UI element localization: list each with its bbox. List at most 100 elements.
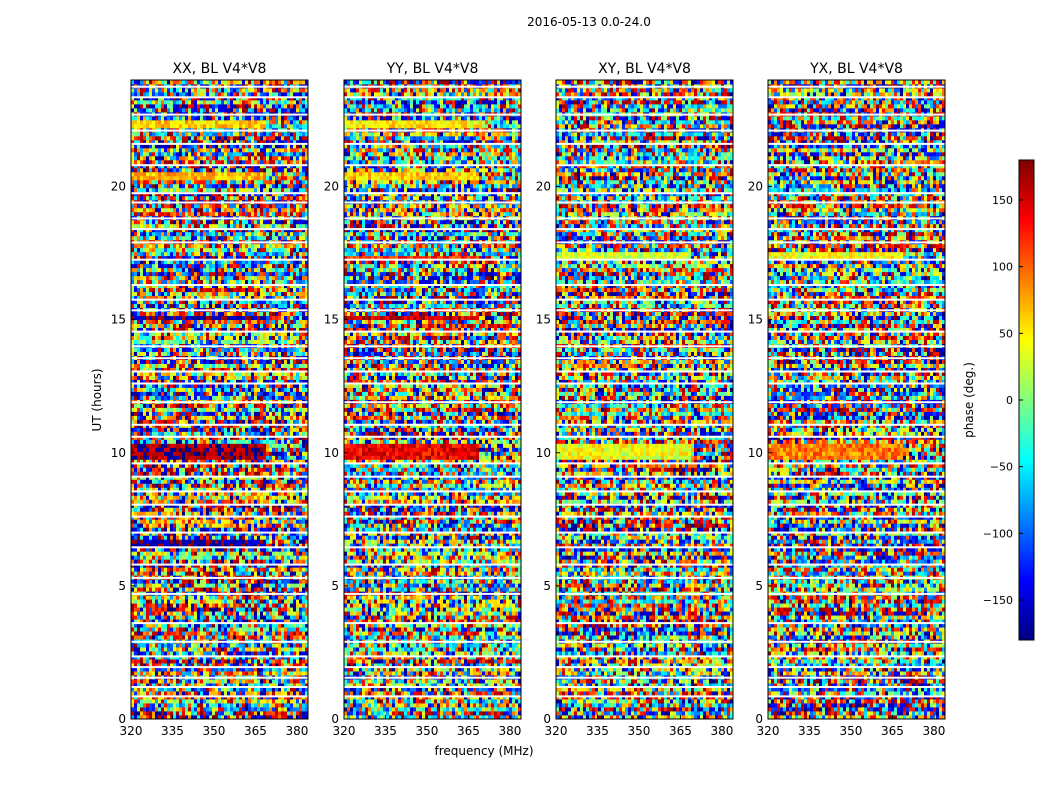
heatmap-cell [167,647,170,651]
heatmap-cell [200,691,203,695]
heatmap-cell [164,699,167,703]
panels: XX, BL V4*V8320 335 350 365 38005101520YY, B… [111,61,946,738]
heatmap-cell [158,703,161,707]
heatmap-cell [257,699,260,703]
heatmap-cell [287,671,290,675]
y-axis-label: UT (hours) [90,368,104,431]
heatmap-cell [299,643,302,647]
heatmap-cell [233,691,236,695]
heatmap-cell [182,671,185,675]
heatmap-cell [269,643,272,647]
heatmap-cell [161,711,164,715]
heatmap-cell [269,679,272,683]
heatmap-cell [293,679,296,683]
heatmap-cell [182,711,185,715]
heatmap-cell [188,703,191,707]
heatmap-cell [170,651,173,655]
heatmap-cell [251,691,254,695]
heatmap-cell [215,679,218,683]
heatmap-cell [218,671,221,675]
heatmap-cell [233,643,236,647]
heatmap-cell [179,659,182,663]
heatmap-cell [296,699,299,703]
heatmap-cell [149,659,152,663]
heatmap-cell [170,659,173,663]
heatmap-cell [260,711,263,715]
heatmap-cell [272,711,275,715]
heatmap-cell [185,691,188,695]
heatmap-cell [272,647,275,651]
heatmap-cell [179,699,182,703]
heatmap-cell [242,707,245,711]
heatmap-cell [197,643,200,647]
heatmap-cell [134,671,137,675]
heatmap-cell [230,647,233,651]
heatmap-cell [152,651,155,655]
heatmap-cell [182,691,185,695]
heatmap-cell [266,647,269,651]
heatmap-cell [164,703,167,707]
heatmap-cell [257,691,260,695]
heatmap-cell [221,699,224,703]
heatmap-cell [290,647,293,651]
heatmap-cell [230,659,233,663]
heatmap-cell [197,671,200,675]
heatmap-cell [302,651,305,655]
heatmap-cell [203,651,206,655]
heatmap-cell [161,699,164,703]
heatmap-cell [134,711,137,715]
heatmap-cell [245,711,248,715]
heatmap-cell [206,711,209,715]
heatmap-cell [236,691,239,695]
heatmap-cell [254,707,257,711]
heatmap-cell [221,703,224,707]
heatmap-cell [263,679,266,683]
heatmap-cell [272,707,275,711]
heatmap-cell [302,659,305,663]
heatmap-cell [158,651,161,655]
heatmap-cell [200,643,203,647]
heatmap-cell [203,643,206,647]
heatmap-cell [302,707,305,711]
heatmap-cell [293,707,296,711]
heatmap-cell [182,707,185,711]
heatmap-cell [146,659,149,663]
heatmap-cell [227,647,230,651]
heatmap-cell [233,699,236,703]
heatmap-cell [275,707,278,711]
heatmap-cell [158,699,161,703]
heatmap-cell [233,711,236,715]
heatmap-cell [239,703,242,707]
heatmap-cell [170,679,173,683]
heatmap-cell [197,699,200,703]
heatmap-cell [182,651,185,655]
heatmap-cell [266,659,269,663]
heatmap-cell [278,659,281,663]
heatmap-cell [209,643,212,647]
heatmap-cell [164,671,167,675]
heatmap-cell [245,679,248,683]
heatmap-cell [275,647,278,651]
heatmap-cell [242,671,245,675]
heatmap-cell [230,643,233,647]
heatmap-cell [230,707,233,711]
heatmap-cell [191,679,194,683]
heatmap-cell [266,679,269,683]
heatmap-cell [242,647,245,651]
heatmap-cell [221,651,224,655]
heatmap-cell [164,659,167,663]
heatmap-cell [206,699,209,703]
heatmap-cell [149,647,152,651]
heatmap-cell [158,707,161,711]
heatmap-cell [188,671,191,675]
heatmap-cell [260,679,263,683]
heatmap-cell [167,707,170,711]
heatmap-cell [260,699,263,703]
heatmap-cell [233,703,236,707]
heatmap-cell [194,679,197,683]
heatmap-cell [284,647,287,651]
heatmap-cell [173,711,176,715]
heatmap-cell [137,671,140,675]
heatmap-cell [251,651,254,655]
heatmap-cell [131,659,134,663]
